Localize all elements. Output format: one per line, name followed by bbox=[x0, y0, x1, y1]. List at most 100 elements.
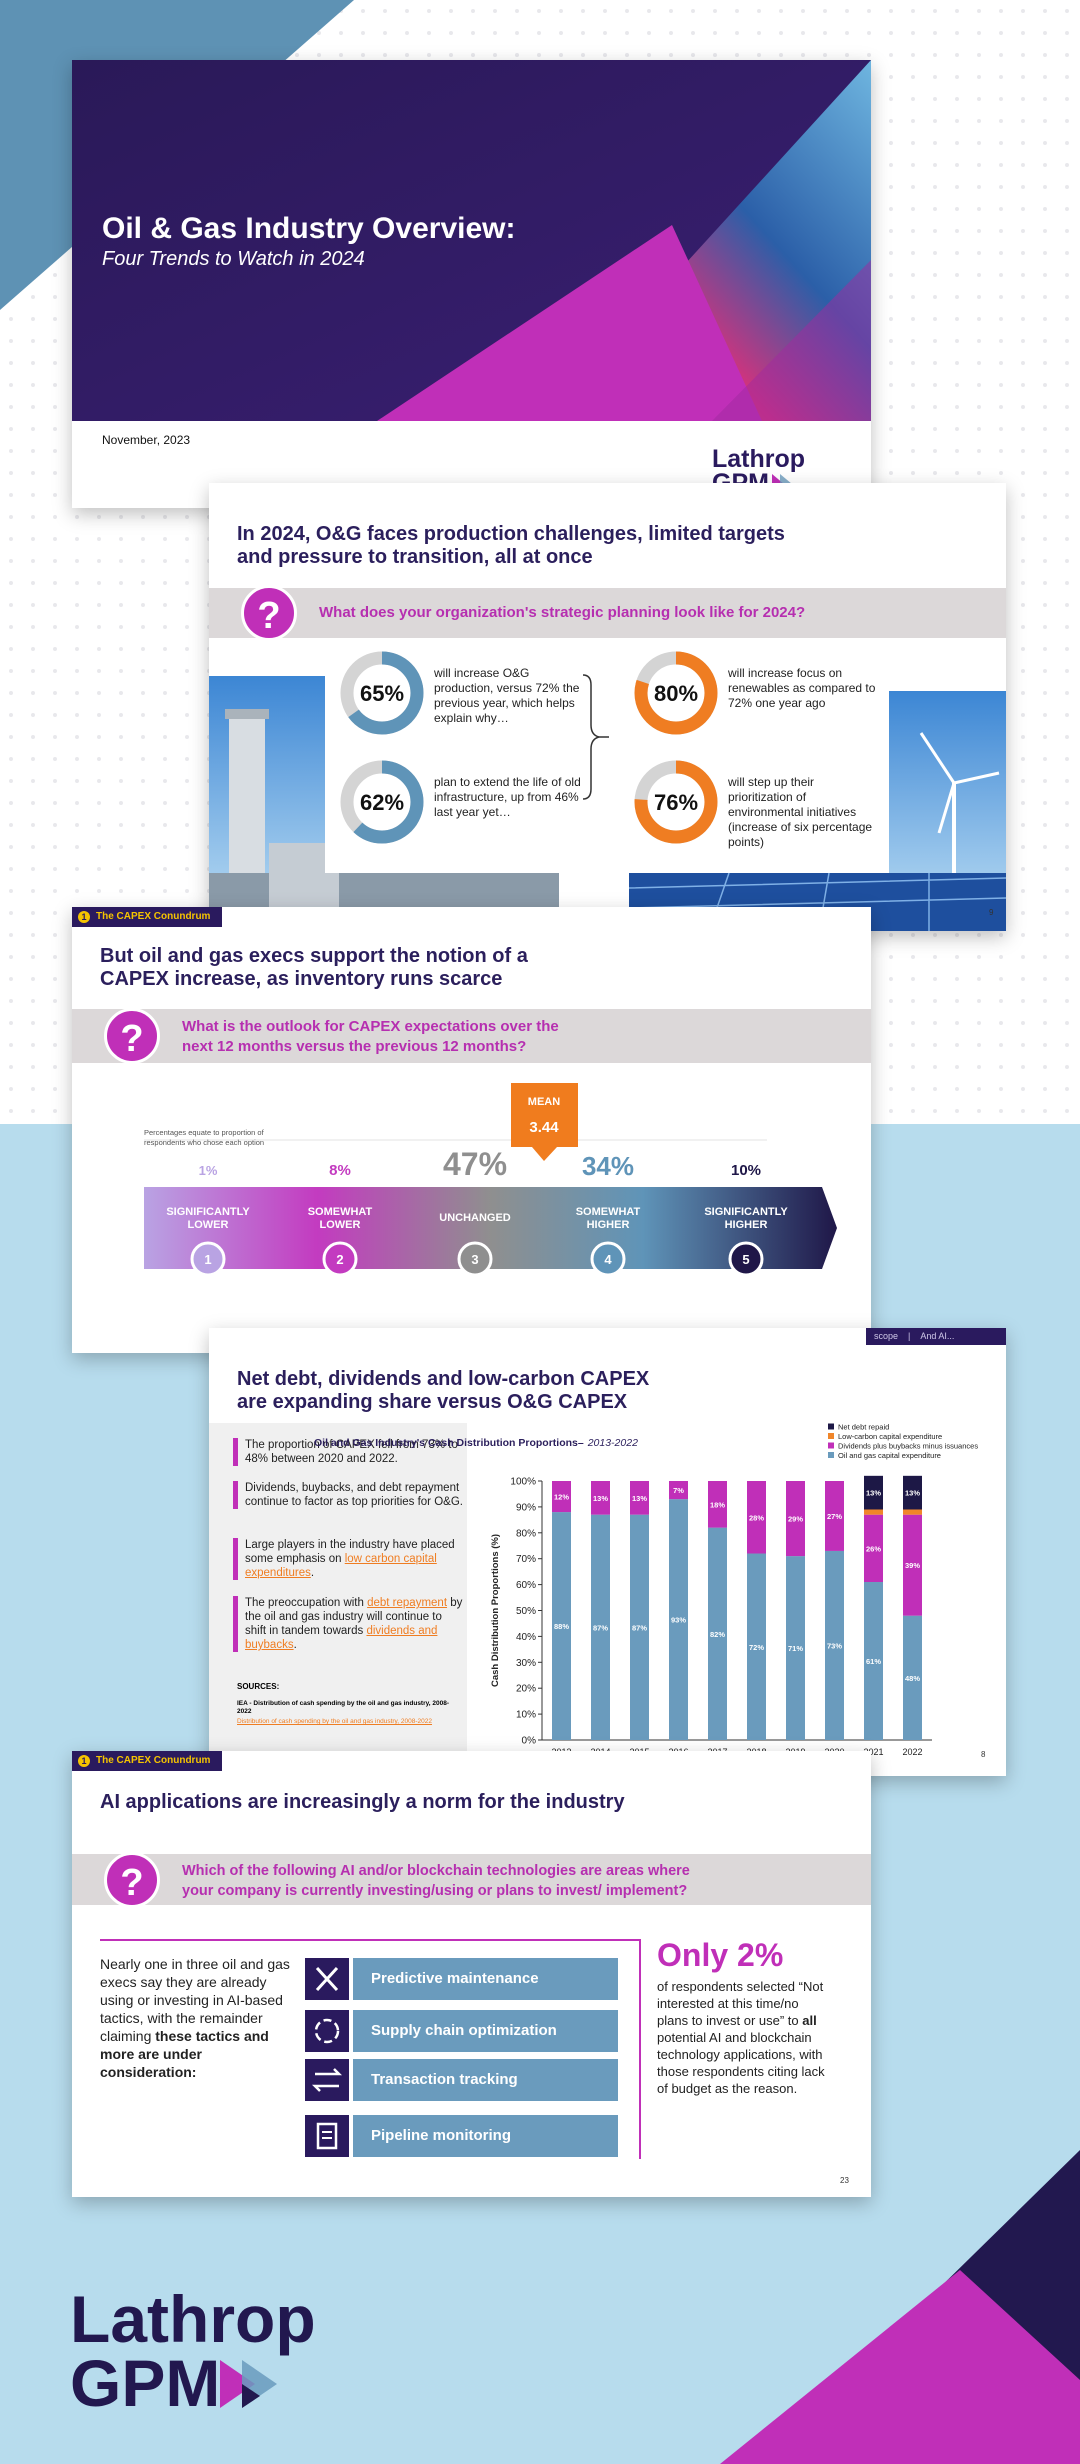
stat-text: plan to extend the life of old infrastru… bbox=[434, 775, 581, 819]
question-icon: ? bbox=[104, 1008, 160, 1064]
legend-label: Net debt repaid bbox=[838, 1423, 889, 1432]
bar-segment bbox=[903, 1615, 922, 1740]
question-line: your company is currently investing/usin… bbox=[182, 1883, 688, 1899]
page-number: 9 bbox=[989, 908, 994, 917]
donut-label: 62% bbox=[360, 790, 404, 815]
option-label: HIGHER bbox=[725, 1219, 768, 1231]
logo: Lathrop GPM bbox=[70, 2282, 316, 2420]
question: What is the outlook for CAPEX expectatio… bbox=[182, 1017, 559, 1057]
legend-label: Dividends plus buybacks minus issuances bbox=[838, 1442, 978, 1451]
bar-segment bbox=[864, 1514, 883, 1583]
data-label: 26% bbox=[866, 1544, 881, 1553]
option-circle bbox=[728, 1241, 764, 1277]
scale-graphic: MEAN 3.44 Percentages equate to proporti… bbox=[144, 1083, 837, 1277]
data-label: 7% bbox=[673, 1486, 684, 1495]
text: Transaction tracking bbox=[353, 2059, 618, 2101]
data-label: 28% bbox=[749, 1513, 764, 1522]
link[interactable]: dividends and buybacks bbox=[245, 1625, 438, 1651]
data-label: 13% bbox=[866, 1489, 881, 1498]
title-line: are expanding share versus O&G CAPEX bbox=[237, 1391, 628, 1413]
chart: Oil and Gas Industry's Cash Distribution… bbox=[314, 1423, 978, 1758]
item: Supply chain optimization bbox=[305, 2010, 618, 2052]
y-tick-label: 60% bbox=[516, 1580, 536, 1591]
link[interactable]: low carbon capital expenditures bbox=[245, 1553, 437, 1579]
question: What does your organization's strategic … bbox=[319, 604, 806, 621]
text: . bbox=[293, 1639, 297, 1651]
data-label: 73% bbox=[827, 1641, 842, 1650]
bar-segment bbox=[747, 1481, 766, 1554]
data-label: 13% bbox=[905, 1489, 920, 1498]
link[interactable]: debt repayment bbox=[367, 1597, 448, 1609]
legend-swatch bbox=[828, 1442, 834, 1449]
data-label: 61% bbox=[866, 1657, 881, 1666]
text: Predictive maintenance bbox=[353, 1958, 618, 2000]
item: Transaction tracking bbox=[305, 2059, 618, 2101]
option-percent: 34% bbox=[582, 1151, 634, 1181]
bar-segment bbox=[786, 1481, 805, 1557]
option-circle bbox=[190, 1241, 226, 1277]
donut-arc bbox=[340, 651, 424, 735]
data-label: 39% bbox=[905, 1561, 920, 1570]
legend-swatch bbox=[828, 1423, 834, 1430]
title-line: But oil and gas execs support the notion… bbox=[100, 945, 528, 967]
bar-segment bbox=[747, 1553, 766, 1740]
option-percent: 47% bbox=[443, 1146, 507, 1182]
y-tick-label: 50% bbox=[516, 1606, 536, 1617]
bar-segment bbox=[591, 1481, 610, 1515]
legend-swatch bbox=[828, 1433, 834, 1439]
text: The proportion of CAPEX fell from 73% to… bbox=[245, 1439, 458, 1465]
source: IEA - Distribution of cash spending by t… bbox=[237, 1700, 449, 1715]
y-tick-label: 70% bbox=[516, 1554, 536, 1565]
option-label: SIGNIFICANTLY bbox=[704, 1206, 788, 1218]
donut-label: 80% bbox=[654, 681, 698, 706]
question-line: Which of the following AI and/or blockch… bbox=[182, 1863, 690, 1879]
title-line: Net debt, dividends and low-carbon CAPEX bbox=[237, 1368, 650, 1390]
question: Which of the following AI and/or blockch… bbox=[182, 1861, 690, 1901]
bar-segment bbox=[630, 1481, 649, 1515]
tag-text: The CAPEX Conundrum bbox=[96, 911, 211, 922]
logo-text: Lathrop bbox=[712, 445, 805, 473]
bullet: The proportion of CAPEX fell from 73% to… bbox=[233, 1438, 463, 1466]
title-line: In 2024, O&G faces production challenges… bbox=[237, 523, 785, 545]
option-label: LOWER bbox=[320, 1219, 361, 1231]
text: potential AI and blockchain technology a… bbox=[657, 2030, 825, 2096]
data-label: 12% bbox=[554, 1493, 569, 1502]
donut-arc bbox=[634, 760, 718, 844]
donut-label: 65% bbox=[360, 681, 404, 706]
y-tick-label: 40% bbox=[516, 1632, 536, 1643]
slide-title: But oil and gas execs support the notion… bbox=[100, 945, 528, 991]
planning-slide: In 2024, O&G faces production challenges… bbox=[209, 483, 1006, 931]
option-percent: 8% bbox=[329, 1162, 351, 1179]
item: Pipeline monitoring bbox=[305, 2115, 618, 2157]
option-label: LOWER bbox=[188, 1219, 229, 1231]
question-bar bbox=[72, 1009, 871, 1063]
bar-segment bbox=[630, 1514, 649, 1740]
tab: scope bbox=[874, 1331, 899, 1341]
bar-segment bbox=[903, 1475, 922, 1510]
option-label: SOMEWHAT bbox=[576, 1206, 641, 1218]
divider bbox=[639, 1939, 641, 2159]
stat-text: will increase focus on renewables as com… bbox=[728, 666, 876, 710]
slide-title: AI applications are increasingly a norm … bbox=[100, 1791, 625, 1813]
stat-text: will step up their prioritization of env… bbox=[728, 775, 873, 849]
sources-label: SOURCES: bbox=[237, 1682, 280, 1691]
y-axis-label: Cash Distribution Proportions (%) bbox=[490, 1534, 501, 1687]
stat-text: will increase O&G production, versus 72%… bbox=[434, 666, 580, 725]
slide-title: Net debt, dividends and low-carbon CAPEX… bbox=[237, 1368, 649, 1414]
legend-swatch bbox=[828, 1452, 834, 1458]
capex-slide: 1 The CAPEX Conundrum But oil and gas exe… bbox=[72, 907, 871, 1353]
option-number: 3 bbox=[471, 1252, 478, 1267]
option-percent: 10% bbox=[731, 1162, 761, 1179]
source-link[interactable]: Distribution of cash spending by the oil… bbox=[237, 1718, 433, 1725]
item: Predictive maintenance bbox=[305, 1958, 618, 2000]
option-percent: 1% bbox=[199, 1163, 218, 1178]
page-number: 8 bbox=[981, 1750, 986, 1759]
data-label: 88% bbox=[554, 1622, 569, 1631]
y-tick-label: 10% bbox=[516, 1710, 536, 1721]
highlight: Only 2% bbox=[657, 1937, 784, 1973]
text: Dividends, buybacks, and debt repayment … bbox=[245, 1482, 463, 1508]
data-label: 27% bbox=[827, 1512, 842, 1521]
notes-panel bbox=[209, 1423, 467, 1776]
data-label: 87% bbox=[593, 1623, 608, 1632]
text: The preoccupation with bbox=[245, 1597, 368, 1609]
